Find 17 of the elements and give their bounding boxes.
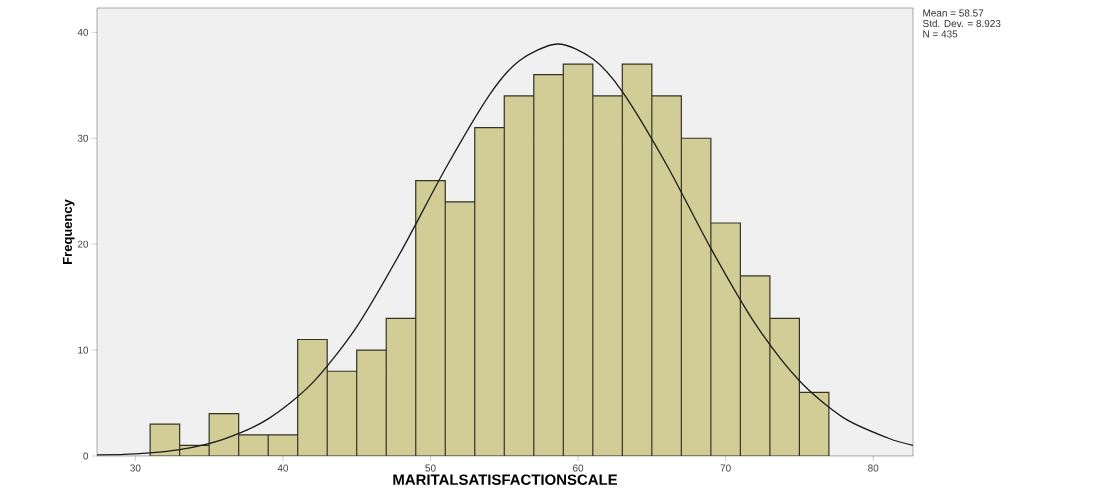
x-tick-label: 40 [277, 464, 289, 472]
y-tick-label: 0 [83, 452, 89, 460]
text: N = 435 [923, 30, 958, 38]
x-tick-label: 70 [720, 464, 731, 472]
x-tick-label: 60 [573, 464, 584, 472]
text: Mean = 58.57 [923, 9, 984, 17]
y-tick-label: 30 [77, 134, 89, 142]
x-tick-label: 30 [130, 464, 141, 472]
x-axis-title: MARITALSATISFACTIONSCALE [393, 474, 618, 485]
y-tick-label: 10 [78, 346, 89, 354]
y-tick-label: 40 [77, 28, 89, 36]
y-tick-label: 20 [77, 240, 89, 248]
line-series [97, 43, 914, 456]
text: Std. Dev. = 8.923 [922, 19, 1001, 28]
y-axis-title: Frequency [62, 199, 75, 264]
x-tick-label: 50 [425, 464, 436, 472]
x-tick-label: 80 [868, 464, 879, 472]
